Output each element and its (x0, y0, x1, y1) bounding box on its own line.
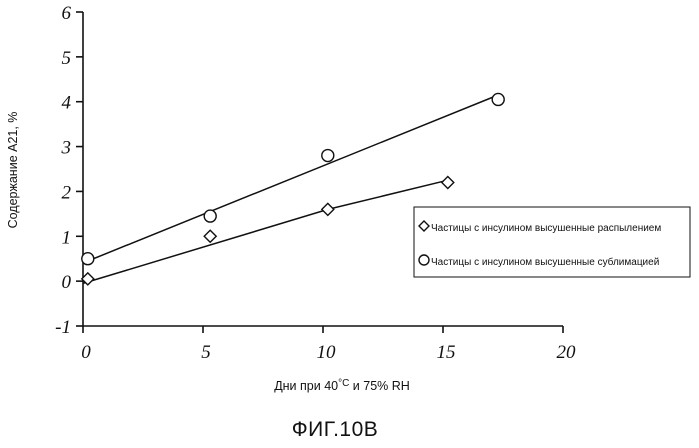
y-tick-label-4: 3 (61, 138, 72, 159)
figure-caption: ФИГ.10В (292, 418, 379, 441)
x-axis-title: Дни при 40°C и 75% RH (274, 378, 410, 393)
series-1-point-3 (492, 93, 504, 105)
y-tick-label-2: 1 (62, 227, 72, 248)
x-axis-title-degree: °C (338, 378, 349, 389)
legend-marker-series-1 (419, 255, 429, 265)
x-tick-label-0: 0 (81, 342, 91, 363)
series-0-point-1 (204, 230, 216, 242)
tick-marks (76, 12, 563, 333)
series-0-point-2 (322, 203, 334, 215)
y-tick-label-6: 5 (62, 48, 72, 69)
x-tick-label-4: 20 (557, 342, 577, 363)
x-axis-title-temp: 40 (324, 379, 338, 393)
series-1-point-2 (322, 150, 334, 162)
x-axis-title-suffix: и 75% RH (349, 379, 409, 393)
series-1-point-0 (82, 253, 94, 265)
y-tick-label-7: 6 (62, 3, 72, 24)
axes (83, 12, 563, 326)
series-0-point-3 (442, 176, 454, 188)
y-axis-title: Содержание А21, % (6, 112, 20, 229)
y-tick-label-3: 2 (62, 182, 72, 203)
x-tick-label-2: 10 (317, 342, 337, 363)
y-tick-label-5: 4 (62, 93, 72, 114)
x-tick-label-1: 5 (201, 342, 211, 363)
legend-label-spray-dried: Частицы с инсулином высушенные распылени… (431, 223, 661, 234)
series-1-point-1 (204, 210, 216, 222)
legend: Частицы с инсулином высушенные распылени… (414, 207, 690, 277)
tick-labels: -1 0 1 2 3 4 5 6 0 5 10 15 20 (55, 3, 576, 363)
fit-line-series-0 (83, 180, 448, 283)
y-tick-label-0: -1 (55, 317, 71, 338)
legend-label-freeze-dried: Частицы с инсулином высушенные сублимаци… (431, 256, 659, 268)
x-axis-title-prefix: Дни при (274, 379, 324, 393)
x-tick-label-3: 15 (437, 342, 456, 363)
y-tick-label-1: 0 (62, 272, 72, 293)
